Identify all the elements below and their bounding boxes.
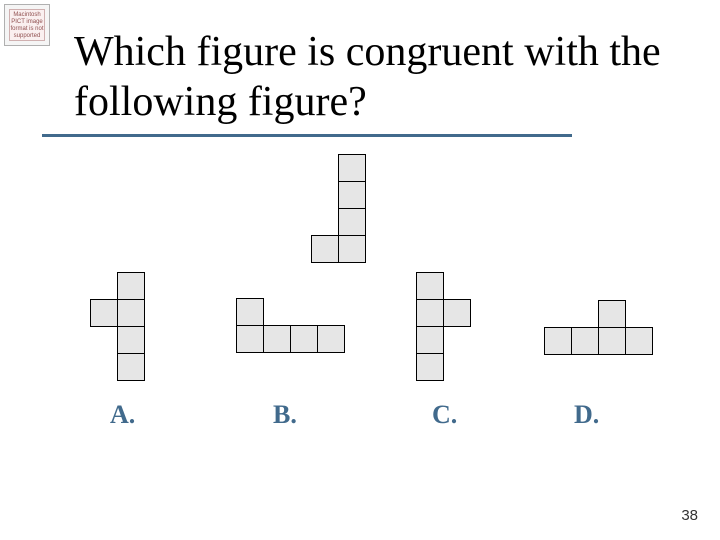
option-label-c: C. (432, 400, 457, 430)
reference-figure (311, 154, 366, 263)
option-figure-a (90, 272, 172, 381)
option-label-a: A. (110, 400, 135, 430)
option-label-b: B. (273, 400, 297, 430)
option-figure-b (236, 298, 345, 353)
slide-title: Which figure is congruent with the follo… (74, 28, 680, 127)
broken-image-text: Macintosh PICT image format is not suppo… (9, 9, 45, 41)
option-figure-d (544, 300, 653, 355)
option-label-d: D. (574, 400, 599, 430)
broken-image-placeholder: Macintosh PICT image format is not suppo… (4, 4, 50, 46)
page-number: 38 (681, 507, 698, 524)
title-underline (42, 134, 572, 137)
option-figure-c (416, 272, 471, 381)
